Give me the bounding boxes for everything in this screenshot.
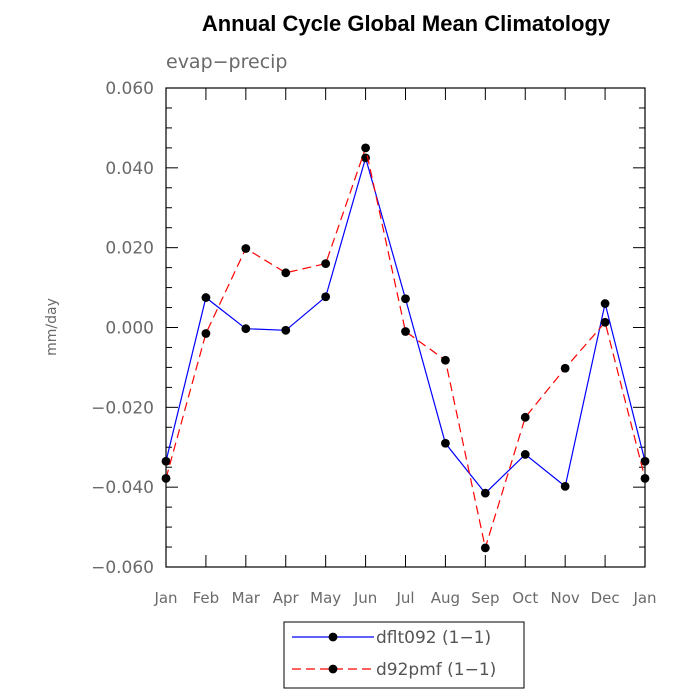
data-point bbox=[321, 292, 331, 302]
x-tick-label: Jun bbox=[353, 589, 377, 607]
x-tick-label: Jan bbox=[632, 589, 656, 607]
data-point bbox=[201, 329, 211, 338]
data-point bbox=[480, 488, 490, 498]
data-point bbox=[480, 543, 490, 553]
y-tick-label: 0.000 bbox=[105, 319, 154, 339]
y-axis-label: mm/day bbox=[44, 298, 60, 356]
data-point bbox=[520, 450, 530, 459]
data-point bbox=[640, 473, 650, 483]
x-tick-label: Mar bbox=[232, 589, 261, 607]
series-1 bbox=[161, 153, 650, 498]
x-tick-label: Apr bbox=[273, 589, 300, 607]
legend-label-2: d92pmf (1−1) bbox=[376, 660, 496, 680]
series-line bbox=[165, 145, 646, 551]
y-tick-label: −0.060 bbox=[91, 558, 154, 578]
data-point bbox=[600, 299, 610, 308]
legend-marker-2 bbox=[328, 664, 338, 674]
data-point bbox=[241, 324, 251, 334]
data-point bbox=[281, 325, 291, 335]
data-point bbox=[281, 268, 291, 278]
x-tick-label: Dec bbox=[591, 589, 620, 607]
x-tick-label: Aug bbox=[431, 589, 460, 607]
data-point bbox=[161, 473, 171, 483]
x-tick-label: Feb bbox=[193, 589, 220, 607]
series-line bbox=[165, 155, 646, 495]
data-point bbox=[201, 293, 211, 302]
y-tick-label: 0.040 bbox=[105, 159, 154, 179]
legend-label-1: dflt092 (1−1) bbox=[376, 628, 491, 648]
data-point bbox=[640, 456, 650, 466]
x-tick-label: Oct bbox=[512, 589, 538, 607]
chart-subtitle: evap−precip bbox=[166, 51, 288, 73]
legend-marker-1 bbox=[328, 632, 338, 642]
data-point bbox=[441, 355, 450, 365]
y-tick-label: 0.020 bbox=[105, 239, 154, 259]
data-point bbox=[600, 317, 610, 327]
series-2 bbox=[161, 143, 650, 553]
data-point bbox=[401, 327, 410, 336]
x-tick-label: Sep bbox=[471, 589, 499, 607]
x-tick-label: May bbox=[310, 589, 341, 607]
data-point bbox=[161, 456, 171, 466]
data-point bbox=[241, 244, 251, 253]
data-point bbox=[321, 259, 331, 269]
data-point bbox=[520, 412, 530, 422]
x-tick-label: Jul bbox=[395, 589, 414, 607]
y-tick-label: −0.040 bbox=[91, 478, 154, 498]
x-tick-label: Jan bbox=[153, 589, 177, 607]
y-tick-label: 0.060 bbox=[105, 79, 154, 99]
data-point bbox=[401, 294, 410, 304]
data-point bbox=[441, 438, 450, 448]
axes: 0.060 0.040 0.020 0.000 −0.020 −0.040 −0.060 Ja… bbox=[91, 79, 656, 607]
data-point bbox=[560, 481, 570, 491]
chart-title: Annual Cycle Global Mean Climatology bbox=[202, 11, 611, 36]
y-tick-label: −0.020 bbox=[91, 398, 154, 418]
series-group bbox=[161, 143, 650, 553]
data-point bbox=[560, 363, 570, 373]
data-point bbox=[361, 143, 370, 153]
x-tick-label: Nov bbox=[551, 589, 580, 607]
legend: dflt092 (1−1) d92pmf (1−1) bbox=[283, 621, 525, 689]
legend-box bbox=[283, 621, 525, 689]
